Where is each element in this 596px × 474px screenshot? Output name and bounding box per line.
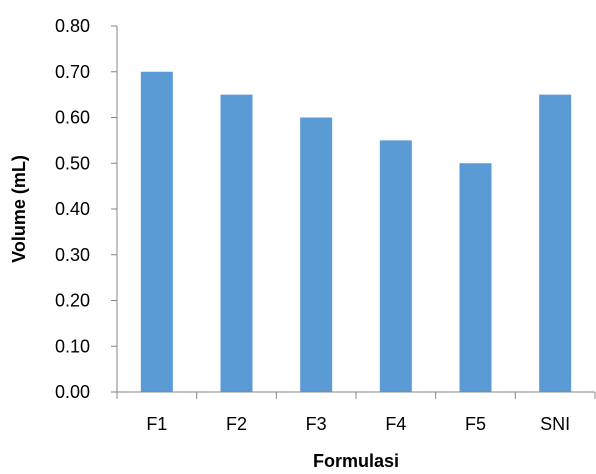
y-tick-label: 0.60 (55, 108, 90, 128)
y-tick-label: 0.40 (55, 199, 90, 219)
bar-f1 (140, 71, 173, 392)
x-tick-label: F2 (226, 414, 247, 434)
x-tick-label: F5 (465, 414, 486, 434)
y-axis-title: Volume (mL) (9, 155, 29, 263)
x-tick-labels: F1 F2 F3 F4 F5 SNI (146, 414, 570, 434)
x-tick-label: SNI (540, 414, 570, 434)
bar-f5 (459, 163, 492, 392)
bars-group (140, 71, 572, 393)
x-tick-label: F4 (385, 414, 406, 434)
y-tick-label: 0.30 (55, 245, 90, 265)
x-tick-label: F1 (146, 414, 167, 434)
bar-sni (539, 94, 572, 393)
y-tick-labels: 0.00 0.10 0.20 0.30 0.40 0.50 0.60 0.70 0.80 (55, 16, 90, 402)
axes-group (111, 25, 596, 399)
x-axis-title: Formulasi (313, 451, 399, 471)
y-tick-label: 0.00 (55, 382, 90, 402)
x-tick-label: F3 (306, 414, 327, 434)
y-tick-label: 0.20 (55, 291, 90, 311)
y-tick-label: 0.80 (55, 16, 90, 36)
y-tick-label: 0.10 (55, 336, 90, 356)
y-tick-label: 0.50 (55, 153, 90, 173)
bar-f3 (300, 117, 333, 392)
bar-f2 (220, 94, 253, 393)
y-tick-label: 0.70 (55, 62, 90, 82)
bar-f4 (379, 140, 412, 393)
